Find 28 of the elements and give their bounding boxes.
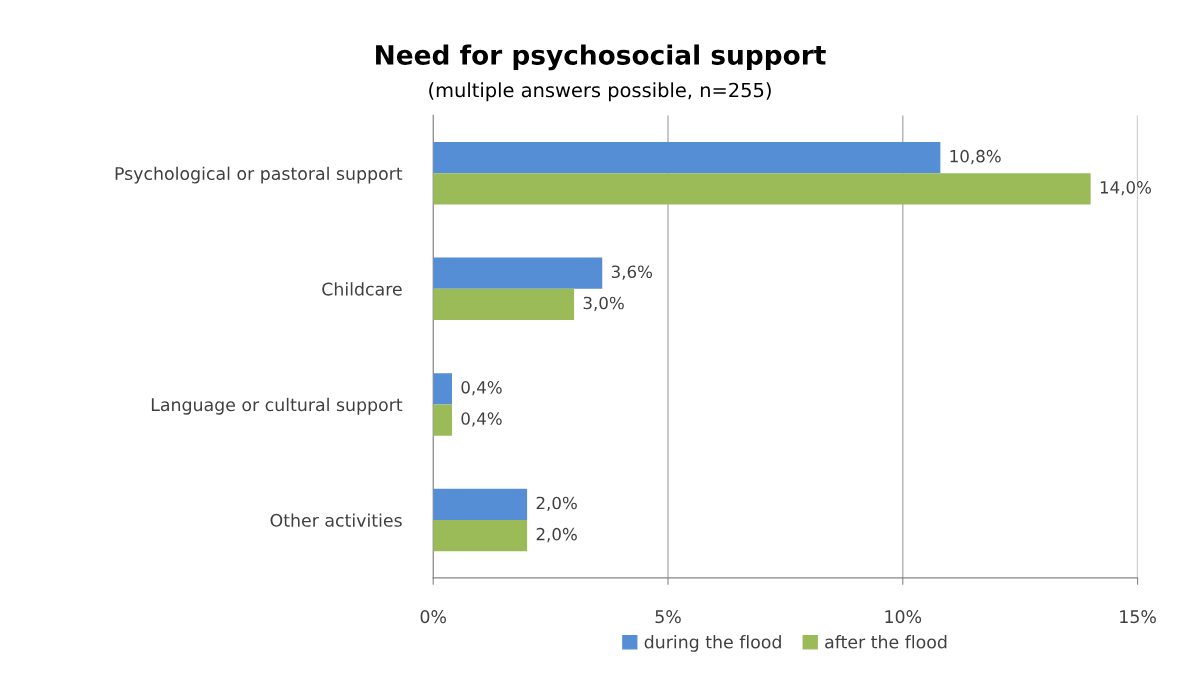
chart-title: Need for psychosocial support (376, 44, 826, 71)
bar (433, 173, 1091, 205)
legend-label: during the flood (644, 635, 781, 652)
bar (433, 404, 452, 436)
data-label: 3,0% (583, 296, 624, 311)
x-tick-label: 15% (1120, 610, 1156, 624)
bar (433, 288, 575, 321)
chart-subtitle: (multiple answers possible, n=255) (429, 82, 771, 102)
data-label: 2,0% (536, 496, 577, 511)
data-label: 10,8% (950, 149, 1001, 165)
legend-label: after the flood (825, 635, 947, 649)
bar (433, 257, 603, 289)
bar (433, 520, 528, 552)
bar (433, 488, 528, 521)
data-label: 0,4% (461, 381, 502, 396)
y-tick-label: Language or cultural support (151, 397, 403, 415)
x-tick-label: 5% (655, 610, 681, 624)
data-label: 3,6% (611, 265, 653, 280)
y-tick-label: Childcare (322, 282, 402, 296)
data-label: 14,0% (1100, 181, 1151, 196)
data-label: 0,4% (461, 412, 502, 427)
bar (433, 373, 452, 405)
x-tick-label: 10% (885, 610, 922, 624)
y-tick-label: Psychological or pastoral support (115, 166, 403, 184)
bar (433, 142, 941, 174)
data-label: 2,0% (536, 527, 577, 543)
y-tick-label: Other activities (270, 513, 402, 527)
x-tick-label: 0% (420, 610, 447, 624)
